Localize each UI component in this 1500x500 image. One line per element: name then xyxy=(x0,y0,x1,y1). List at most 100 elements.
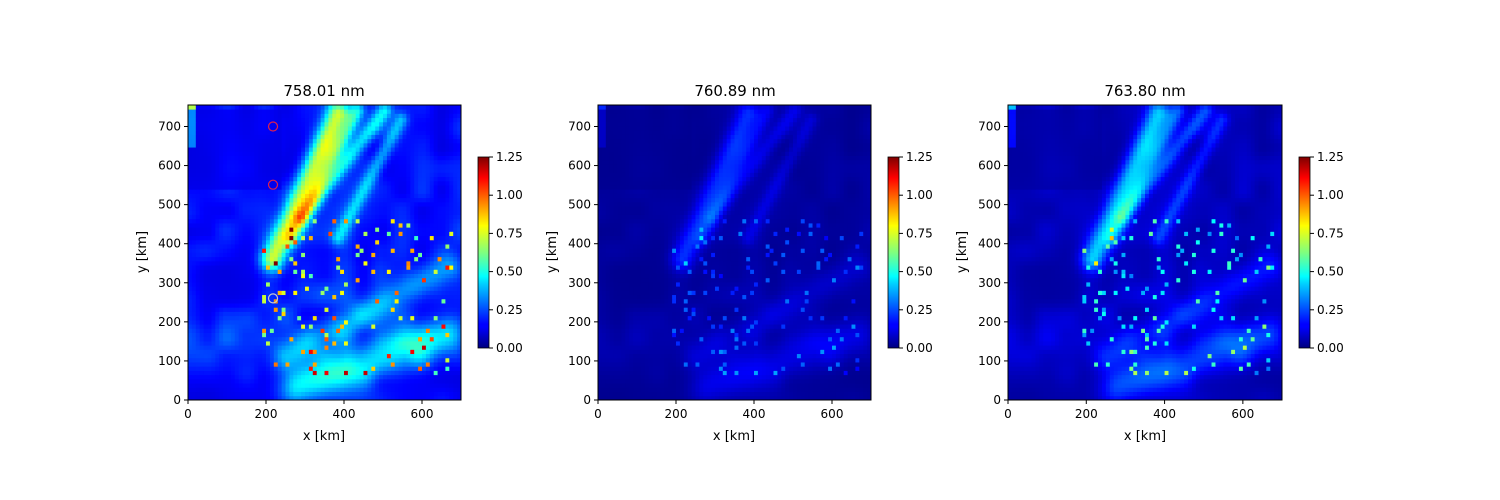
heatmap-cell xyxy=(621,395,626,401)
heatmap-cell xyxy=(363,332,368,338)
heatmap-cell xyxy=(355,290,360,296)
heatmap-cell xyxy=(344,159,349,165)
heatmap-cell xyxy=(293,383,298,388)
heatmap-cell xyxy=(320,155,325,161)
heatmap-cell xyxy=(211,332,216,338)
heatmap-cell xyxy=(254,328,259,333)
heatmap-cell xyxy=(437,201,442,207)
heatmap-cell xyxy=(312,319,318,325)
heatmap-cell xyxy=(250,294,255,300)
heatmap-cell xyxy=(398,357,403,363)
heatmap-cell xyxy=(312,218,318,224)
heatmap-cell xyxy=(402,105,407,110)
heatmap-cell xyxy=(445,362,450,367)
heatmap-cell xyxy=(414,121,419,127)
heatmap-cell xyxy=(375,244,380,249)
heatmap-cell xyxy=(332,345,337,350)
heatmap-cell xyxy=(312,341,318,346)
heatmap-cell xyxy=(289,349,294,355)
heatmap-cell xyxy=(305,256,310,262)
heatmap-cell xyxy=(285,303,290,308)
heatmap-cell xyxy=(351,336,357,342)
heatmap-cell xyxy=(305,189,310,194)
heatmap-cell xyxy=(418,336,423,342)
heatmap-cell xyxy=(308,126,314,131)
heatmap-cell xyxy=(425,117,431,123)
heatmap-cell xyxy=(297,197,302,203)
heatmap-cell xyxy=(269,189,275,194)
heatmap-cell xyxy=(453,223,458,228)
heatmap-cell xyxy=(410,282,415,287)
heatmap-cell xyxy=(347,282,353,287)
heatmap-cell xyxy=(359,336,364,342)
heatmap-cell xyxy=(383,307,388,312)
heatmap-cell xyxy=(246,134,251,140)
heatmap-cell xyxy=(394,113,399,119)
heatmap-cell xyxy=(258,345,263,350)
heatmap-cell xyxy=(351,303,357,308)
heatmap-cell xyxy=(211,180,216,186)
heatmap-cell xyxy=(199,138,204,144)
heatmap-cell xyxy=(289,336,294,342)
heatmap-cell xyxy=(367,311,372,317)
heatmap-cell xyxy=(359,180,364,186)
heatmap-cell xyxy=(367,117,372,123)
heatmap-cell xyxy=(308,349,314,355)
heatmap-cell xyxy=(328,113,333,119)
heatmap-cell xyxy=(230,294,236,300)
heatmap-cell xyxy=(203,315,208,321)
heatmap-cell xyxy=(324,395,329,401)
heatmap-cell xyxy=(367,315,372,321)
heatmap-cell xyxy=(191,117,197,123)
heatmap-cell xyxy=(277,336,282,342)
heatmap-cell xyxy=(347,370,353,376)
heatmap-cell xyxy=(308,383,314,388)
heatmap-cell xyxy=(347,218,353,224)
heatmap-cell xyxy=(273,366,279,371)
heatmap-cell xyxy=(445,138,450,144)
heatmap-cell xyxy=(289,328,294,333)
heatmap-cell xyxy=(293,134,298,140)
heatmap-cell xyxy=(273,336,279,342)
heatmap-cell xyxy=(297,277,302,283)
heatmap-cell xyxy=(433,189,438,194)
heatmap-cell xyxy=(266,117,271,123)
heatmap-cell xyxy=(441,362,446,367)
heatmap-cell xyxy=(429,105,435,110)
heatmap-cell xyxy=(297,151,302,156)
heatmap-cell xyxy=(340,336,345,342)
heatmap-cell xyxy=(293,265,298,270)
heatmap-cell xyxy=(316,231,321,237)
heatmap-cell xyxy=(457,197,462,203)
heatmap-cell xyxy=(429,303,435,308)
heatmap-cell xyxy=(273,362,279,367)
heatmap-cell xyxy=(320,277,325,283)
heatmap-cell xyxy=(441,332,446,338)
heatmap-cell xyxy=(383,332,388,338)
heatmap-cell xyxy=(297,206,302,211)
heatmap-cell xyxy=(219,311,224,317)
heatmap-cell xyxy=(406,256,411,262)
heatmap-cell xyxy=(340,303,345,308)
heatmap-cell xyxy=(223,235,228,241)
heatmap-cell xyxy=(258,117,263,123)
heatmap-cell xyxy=(312,298,318,304)
heatmap-cell xyxy=(429,395,435,401)
heatmap-cell xyxy=(199,113,204,119)
heatmap-cell xyxy=(336,256,341,262)
heatmap-cell xyxy=(316,282,321,287)
heatmap-cell xyxy=(234,378,240,384)
heatmap-cell xyxy=(355,294,360,300)
heatmap-cell xyxy=(273,387,279,392)
heatmap-cell xyxy=(207,387,212,392)
heatmap-cell xyxy=(207,282,212,287)
heatmap-cell xyxy=(367,109,372,114)
heatmap-cell xyxy=(312,244,318,249)
heatmap-cell xyxy=(363,353,368,359)
heatmap-cell xyxy=(215,290,220,296)
heatmap-cell xyxy=(429,366,435,371)
heatmap-cell xyxy=(297,185,302,190)
heatmap-cell xyxy=(258,210,263,215)
heatmap-cell xyxy=(308,185,314,190)
heatmap-cell xyxy=(234,231,240,237)
